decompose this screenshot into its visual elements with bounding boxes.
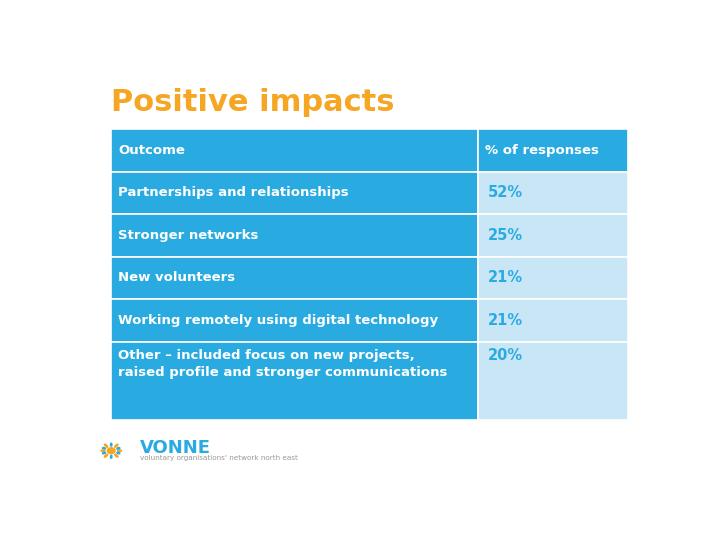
Text: Outcome: Outcome [118,144,185,157]
Bar [111,256,478,299]
Bar [111,342,478,420]
Bar [478,342,629,420]
Bar [478,256,629,299]
Text: 25%: 25% [488,228,523,243]
Text: voluntary organisations' network north east: voluntary organisations' network north e… [140,455,298,461]
Text: 21%: 21% [488,271,523,286]
Bar [478,129,629,172]
Bar [478,214,629,256]
Text: Working remotely using digital technology: Working remotely using digital technolog… [118,314,438,327]
Text: VONNE: VONNE [140,439,211,457]
Text: 52%: 52% [488,185,523,200]
Bar [478,172,629,214]
Text: Other – included focus on new projects,
raised profile and stronger communicatio: Other – included focus on new projects, … [118,349,447,379]
Text: Positive impacts: Positive impacts [111,87,395,117]
Text: 20%: 20% [488,348,523,363]
Text: Stronger networks: Stronger networks [118,229,258,242]
Bar [111,214,478,256]
Text: 21%: 21% [488,313,523,328]
Text: Partnerships and relationships: Partnerships and relationships [118,186,348,199]
Bar [111,299,478,342]
Text: New volunteers: New volunteers [118,272,235,285]
Text: % of responses: % of responses [485,144,598,157]
Bar [111,129,478,172]
Bar [111,172,478,214]
Circle shape [107,448,115,454]
Bar [478,299,629,342]
